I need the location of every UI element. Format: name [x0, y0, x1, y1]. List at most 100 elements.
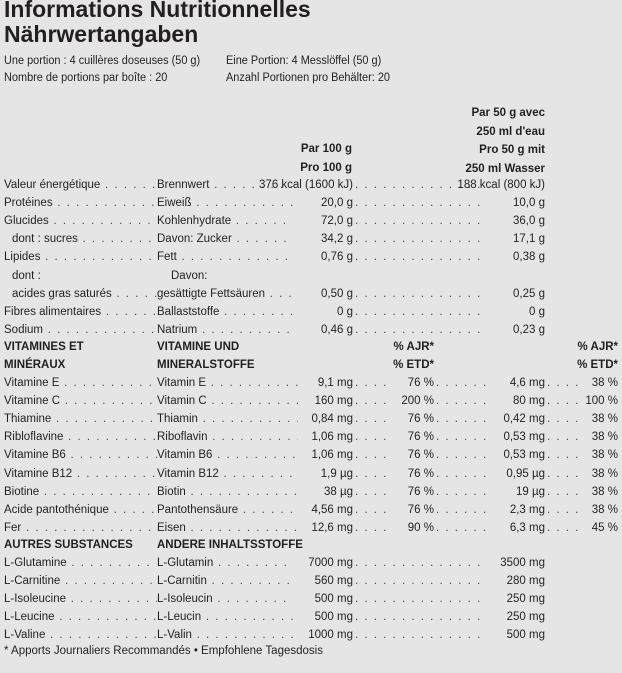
section-title-fr: MINÉRAUX	[4, 359, 66, 371]
label-de: Natrium . . . . . . . . . . . . . . . . …	[157, 323, 293, 336]
table-row: L-Carnitine . . . . . . . . . . . . . . …	[0, 572, 622, 590]
label-de: Vitamin C . . . . . . . . . . . . . . . …	[157, 395, 298, 408]
leader-dots: . . . . . . . . . . . . . . . . . . . . …	[355, 233, 483, 246]
label-fr: dont :	[12, 269, 41, 282]
value-per-50g: 0,25 g	[513, 287, 545, 300]
value-per-100g: 20,0 g	[321, 197, 353, 210]
table-row: Biotine . . . . . . . . . . . . . . . . …	[0, 483, 622, 501]
leader-dots: . . . . . . . . . . . . . . . . . . . . …	[355, 179, 483, 191]
table-row: Vitamine C . . . . . . . . . . . . . . .…	[0, 392, 622, 410]
leader-dots: . . . . . . . . . . . . . . . . . . . . …	[355, 395, 392, 408]
rda-header-50g: % ETD*	[577, 359, 618, 371]
label-fr: Acide pantothénique . . . . . . . . . . …	[4, 503, 157, 516]
servings-count-de: Anzahl Portionen pro Behälter: 20	[226, 72, 390, 84]
leader-dots: . . . . . . . . . . . . . . . . . . . . …	[436, 485, 489, 498]
leader-dots: . . . . . . . . . . . . . . . . . . . . …	[436, 467, 489, 480]
value-per-100g: 0,46 g	[321, 323, 353, 336]
leader-dots: . . . . . . . . . . . . . . . . . . . . …	[547, 413, 580, 426]
leader-dots: . . . . . . . . . . . . . . . . . . . . …	[355, 485, 392, 498]
leader-dots: . . . . . . . . . . . . . . . . . . . . …	[355, 629, 487, 642]
leader-dots: . . . . . . . . . . . . . . . . . . . . …	[436, 413, 489, 426]
leader-dots: . . . . . . . . . . . . . . . . . . . . …	[436, 503, 489, 516]
label-de: L-Carnitin . . . . . . . . . . . . . . .…	[157, 575, 293, 588]
label-fr: Vitamine B12 . . . . . . . . . . . . . .…	[4, 467, 157, 480]
table-row: Vitamine E . . . . . . . . . . . . . . .…	[0, 374, 622, 392]
table-row: Thiamine . . . . . . . . . . . . . . . .…	[0, 410, 622, 428]
label-fr: Fer . . . . . . . . . . . . . . . . . . …	[4, 521, 157, 534]
label-fr: acides gras saturés . . . . . . . . . . …	[12, 287, 157, 300]
section-header-other: AUTRES SUBSTANCES ANDERE INHALTSSTOFFE	[0, 536, 622, 554]
value-per-100g: 1,06 mg	[311, 431, 353, 444]
label-de: Ballaststoffe . . . . . . . . . . . . . …	[157, 305, 293, 318]
label-fr: Thiamine . . . . . . . . . . . . . . . .…	[4, 413, 157, 426]
section-header-vitamins: VITAMINES ET VITAMINE UND % AJR* % AJR*	[0, 338, 622, 356]
label-de: Vitamin B12 . . . . . . . . . . . . . . …	[157, 467, 298, 480]
value-per-50g: 188 kcal (800 kJ)	[457, 179, 545, 191]
table-row: Vitamine B6 . . . . . . . . . . . . . . …	[0, 446, 622, 464]
value-per-100g: 1000 mg	[308, 629, 353, 642]
leader-dots: . . . . . . . . . . . . . . . . . . . . …	[547, 431, 580, 444]
value-per-50g: 0,95 µg	[506, 467, 545, 480]
leader-dots: . . . . . . . . . . . . . . . . . . . . …	[355, 197, 483, 210]
rda-per-50g: 38 %	[591, 413, 618, 426]
serving-size-de: Eine Portion: 4 Messlöffel (50 g)	[226, 55, 382, 67]
value-per-100g: 1,9 µg	[320, 467, 353, 480]
value-per-50g: 0,23 g	[513, 323, 545, 336]
label-de: L-Glutamin . . . . . . . . . . . . . . .…	[157, 557, 293, 569]
label-fr: Sodium . . . . . . . . . . . . . . . . .…	[4, 323, 157, 336]
label-fr: L-Isoleucine . . . . . . . . . . . . . .…	[4, 593, 157, 606]
value-per-50g: 3500 mg	[500, 557, 545, 569]
leader-dots: . . . . . . . . . . . . . . . . . . . . …	[547, 377, 580, 389]
leader-dots: . . . . . . . . . . . . . . . . . . . . …	[547, 521, 580, 534]
section-title-de: MINERALSTOFFE	[157, 359, 255, 371]
table-row: dont : sucres . . . . . . . . . . . . . …	[0, 230, 622, 248]
value-per-100g: 160 mg	[314, 395, 353, 408]
table-row: Protéines . . . . . . . . . . . . . . . …	[0, 194, 622, 212]
title-de: Nährwertangaben	[4, 21, 199, 47]
rda-header-50g: % AJR*	[577, 341, 618, 353]
label-fr: L-Carnitine . . . . . . . . . . . . . . …	[4, 575, 157, 588]
value-per-100g: 500 mg	[314, 611, 353, 624]
leader-dots: . . . . . . . . . . . . . . . . . . . . …	[355, 467, 392, 480]
leader-dots: . . . . . . . . . . . . . . . . . . . . …	[547, 485, 580, 498]
value-per-100g: 0,84 mg	[311, 413, 353, 426]
leader-dots: . . . . . . . . . . . . . . . . . . . . …	[547, 467, 580, 480]
value-per-50g: 2,3 mg	[509, 503, 545, 516]
value-per-100g: 1,06 mg	[311, 449, 353, 462]
label-de: Brennwert . . . . . . . . . . . . . . . …	[157, 179, 293, 191]
label-de: Vitamin E . . . . . . . . . . . . . . . …	[157, 377, 298, 389]
value-per-50g: 10,0 g	[513, 197, 545, 210]
value-per-50g: 6,3 mg	[509, 521, 545, 534]
value-per-50g: 80 mg	[513, 395, 545, 408]
value-per-100g: 0,76 g	[321, 251, 353, 264]
column-header-per-50g: Par 50 g avec 250 ml d'eau Pro 50 g mit …	[465, 107, 545, 175]
value-per-50g: 0,53 mg	[503, 431, 545, 444]
label-de: gesättigte Fettsäuren . . . . . . . . . …	[157, 287, 293, 300]
rda-per-100g: 76 %	[407, 431, 434, 444]
value-per-100g: 7000 mg	[308, 557, 353, 569]
leader-dots: . . . . . . . . . . . . . . . . . . . . …	[355, 611, 487, 624]
rda-per-50g: 38 %	[591, 503, 618, 516]
leader-dots: . . . . . . . . . . . . . . . . . . . . …	[355, 305, 483, 318]
table-row: L-Isoleucine . . . . . . . . . . . . . .…	[0, 590, 622, 608]
value-per-50g: 250 mg	[506, 593, 545, 606]
label-de: L-Leucin . . . . . . . . . . . . . . . .…	[157, 611, 293, 624]
rda-per-100g: 200 %	[401, 395, 434, 408]
value-per-50g: 4,6 mg	[509, 377, 545, 389]
value-per-50g: 36,0 g	[513, 215, 545, 228]
value-per-50g: 0,38 g	[513, 251, 545, 264]
section-title-fr: VITAMINES ET	[4, 341, 84, 353]
table-row: Fibres alimentaires . . . . . . . . . . …	[0, 303, 622, 321]
label-fr: Biotine . . . . . . . . . . . . . . . . …	[4, 485, 157, 498]
value-per-50g: 0,53 mg	[503, 449, 545, 462]
table-row: L-Glutamine . . . . . . . . . . . . . . …	[0, 554, 622, 572]
servings-count-fr: Nombre de portions par boîte : 20	[4, 72, 168, 84]
label-fr: dont : sucres . . . . . . . . . . . . . …	[12, 233, 157, 246]
rda-per-100g: 76 %	[407, 503, 434, 516]
table-row: acides gras saturés . . . . . . . . . . …	[0, 285, 622, 303]
rda-per-50g: 38 %	[591, 449, 618, 462]
serving-size-fr: Une portion : 4 cuillères doseuses (50 g…	[4, 55, 201, 67]
value-per-100g: 72,0 g	[321, 215, 353, 228]
leader-dots: . . . . . . . . . . . . . . . . . . . . …	[355, 431, 392, 444]
